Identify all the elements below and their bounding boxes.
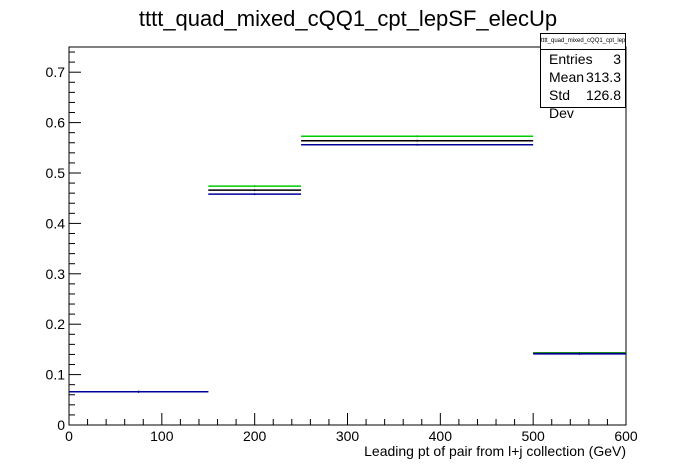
y-tick-label: 0.6 <box>46 115 66 131</box>
y-tick-label: 0.5 <box>46 165 66 181</box>
stats-value: 3 <box>613 51 621 67</box>
y-tick-label: 0.1 <box>46 367 66 383</box>
chart-title: tttt_quad_mixed_cQQ1_cpt_lepSF_elecUp <box>139 6 557 31</box>
x-tick-label: 300 <box>336 428 360 444</box>
series-2 <box>69 139 626 393</box>
y-tick-label: 0.7 <box>46 64 66 80</box>
stats-value: 126.8 <box>585 87 621 103</box>
histogram-series <box>69 135 626 393</box>
y-tick-label: 0.2 <box>46 316 66 332</box>
y-tick-label: 0.3 <box>46 266 66 282</box>
y-axis: 0 0.1 0.2 0.3 0.4 0.5 0.6 0.7 <box>46 51 81 433</box>
x-tick-label: 600 <box>614 428 638 444</box>
stats-title: tttt_quad_mixed_cQQ1_cpt_lepSF_elecUp <box>541 34 625 50</box>
stats-row-stddev: Std Dev 126.8 <box>541 86 625 122</box>
y-tick-label: 0 <box>57 417 65 433</box>
x-axis: 0 100 200 300 400 500 600 <box>65 413 638 444</box>
x-tick-label: 400 <box>429 428 453 444</box>
x-tick-label: 0 <box>65 428 73 444</box>
x-axis-label: Leading pt of pair from l+j collection (… <box>364 443 626 459</box>
stats-row-mean: Mean 313.3 <box>541 68 625 86</box>
stats-label: Std Dev <box>549 87 574 121</box>
y-tick-label: 0.4 <box>46 215 66 231</box>
x-tick-label: 200 <box>243 428 267 444</box>
stats-row-entries: Entries 3 <box>541 50 625 68</box>
stats-box: tttt_quad_mixed_cQQ1_cpt_lepSF_elecUp En… <box>540 33 626 121</box>
stats-label: Entries <box>549 51 593 67</box>
series-3 <box>69 143 626 393</box>
stats-value: 313.3 <box>585 69 621 85</box>
x-tick-label: 500 <box>521 428 545 444</box>
stats-label: Mean <box>549 69 585 85</box>
x-tick-label: 100 <box>150 428 174 444</box>
